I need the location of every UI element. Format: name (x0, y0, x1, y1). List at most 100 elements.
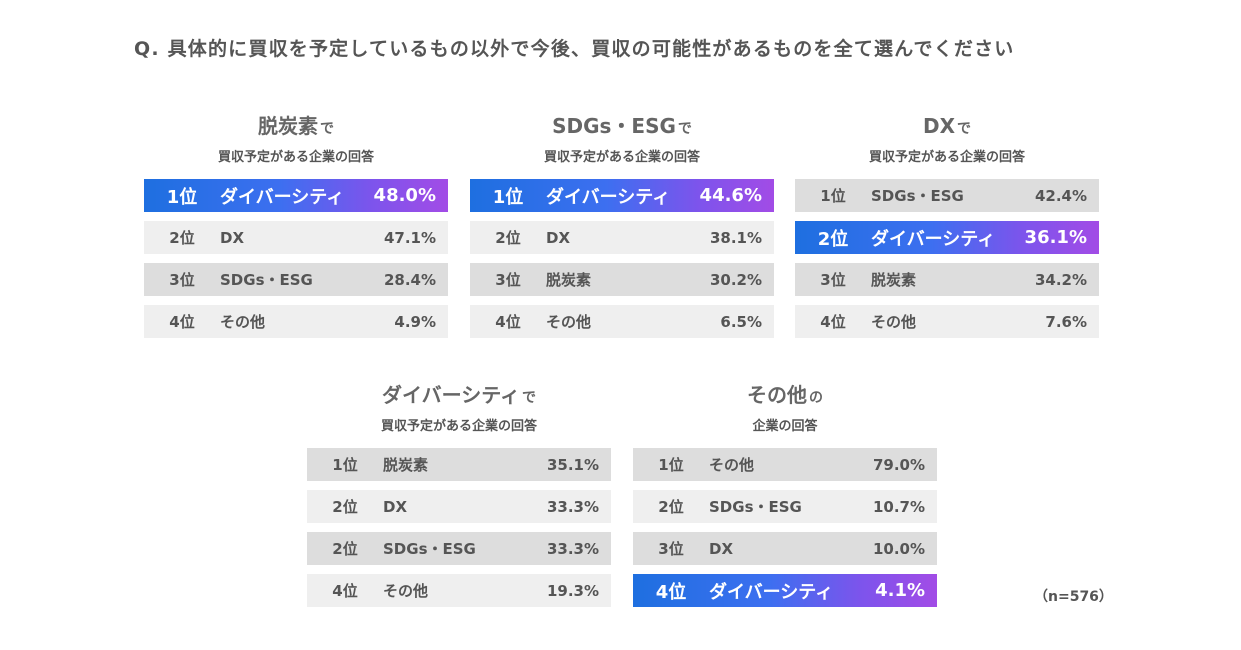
percentage-value: 38.1% (709, 228, 762, 247)
panel-header: 脱炭素で買収予定がある企業の回答 (144, 113, 448, 179)
item-label: ダイバーシティ (220, 186, 345, 208)
panel-title: その他 (747, 383, 807, 407)
rank-label: 1位 (820, 187, 846, 205)
ranking-row: 2位 DX 47.1% (144, 221, 448, 254)
item-label: SDGs・ESG (871, 187, 964, 205)
ranking-panel: その他の企業の回答 1位 その他 79.0% 2位 SDGs・ESG 10.7% 3位 DX 10… (633, 382, 937, 616)
item-label: その他 (383, 582, 429, 600)
panel-title-suffix: で (677, 121, 692, 137)
percentage-value: 10.7% (872, 497, 925, 516)
ranking-row: 4位 その他 7.6% (795, 305, 1099, 338)
ranking-row: 4位 その他 4.9% (144, 305, 448, 338)
panel-title: ダイバーシティ (382, 383, 520, 407)
panel-subtitle: 買収予定がある企業の回答 (868, 150, 1025, 165)
question-title: Q. 具体的に買収を予定しているもの以外で今後、買収の可能性があるものを全て選ん… (134, 38, 1015, 60)
item-label: 脱炭素 (871, 271, 917, 289)
panel-subtitle: 買収予定がある企業の回答 (543, 150, 700, 165)
rank-label: 2位 (332, 498, 358, 516)
panel-title-line: SDGs・ESG で (470, 113, 774, 142)
percentage-value: 10.0% (872, 539, 925, 558)
percentage-value: 19.3% (546, 581, 599, 600)
panel-subtitle: 買収予定がある企業の回答 (380, 419, 537, 434)
rank-label: 4位 (495, 313, 521, 331)
rank-label: 2位 (332, 540, 358, 558)
item-label: DX (220, 228, 245, 247)
percentage-value: 36.1% (1024, 227, 1087, 248)
rank-label: 2位 (169, 229, 195, 247)
percentage-value: 79.0% (872, 455, 925, 474)
ranking-row: 1位 その他 79.0% (633, 448, 937, 481)
ranking-panel: ダイバーシティで買収予定がある企業の回答 1位 脱炭素 35.1% 2位 DX 33.3% 2… (307, 382, 611, 616)
rank-label: 1位 (332, 456, 358, 474)
item-label: その他 (546, 313, 592, 331)
ranking-row: 3位 SDGs・ESG 28.4% (144, 263, 448, 296)
panel-title: SDGs・ESG (552, 114, 676, 138)
percentage-value: 7.6% (1045, 312, 1087, 331)
rank-label: 3位 (495, 271, 521, 289)
item-label: ダイバーシティ (871, 228, 996, 250)
item-label: その他 (709, 456, 755, 474)
percentage-value: 6.5% (720, 312, 762, 331)
percentage-value: 4.9% (394, 312, 436, 331)
item-label: ダイバーシティ (546, 186, 671, 208)
ranking-row-highlighted: 2位 ダイバーシティ 36.1% (795, 221, 1099, 254)
panel-title-suffix: で (320, 121, 334, 137)
panel-subtitle: 企業の回答 (752, 419, 818, 434)
panel-subtitle: 買収予定がある企業の回答 (217, 150, 374, 165)
ranking-row: 2位 SDGs・ESG 33.3% (307, 532, 611, 565)
ranking-row-highlighted: 4位 ダイバーシティ 4.1% (633, 574, 937, 607)
rank-label: 3位 (169, 271, 195, 289)
percentage-value: 33.3% (546, 497, 599, 516)
rank-label: 3位 (820, 271, 846, 289)
percentage-value: 47.1% (383, 228, 436, 247)
ranking-row: 2位 SDGs・ESG 10.7% (633, 490, 937, 523)
percentage-value: 33.3% (546, 539, 599, 558)
percentage-value: 42.4% (1034, 186, 1087, 205)
item-label: SDGs・ESG (220, 271, 313, 289)
panel-title-suffix: で (957, 121, 972, 137)
panel-title-line: DX で (795, 113, 1099, 142)
panel-title: 脱炭素 (258, 114, 318, 138)
ranking-row-highlighted: 1位 ダイバーシティ 44.6% (470, 179, 774, 212)
panel-title-line: その他の (633, 382, 937, 411)
percentage-value: 34.2% (1034, 270, 1087, 289)
item-label: 脱炭素 (383, 456, 429, 474)
ranking-row-highlighted: 1位 ダイバーシティ 48.0% (144, 179, 448, 212)
percentage-value: 4.1% (875, 580, 925, 601)
ranking-panel: SDGs・ESG で買収予定がある企業の回答 1位 ダイバーシティ 44.6% 2位 DX 3… (470, 113, 774, 347)
rank-label: 4位 (820, 313, 846, 331)
rank-label: 2位 (817, 228, 849, 250)
rank-label: 1位 (658, 456, 684, 474)
item-label: SDGs・ESG (709, 498, 802, 516)
panel-title-line: 脱炭素で (144, 113, 448, 142)
percentage-value: 44.6% (699, 185, 762, 206)
ranking-row: 2位 DX 33.3% (307, 490, 611, 523)
ranking-row: 1位 SDGs・ESG 42.4% (795, 179, 1099, 212)
item-label: SDGs・ESG (383, 540, 476, 558)
item-label: DX (709, 539, 734, 558)
ranking-row: 3位 脱炭素 30.2% (470, 263, 774, 296)
panel-header: SDGs・ESG で買収予定がある企業の回答 (470, 113, 774, 179)
rank-label: 2位 (658, 498, 684, 516)
ranking-row: 3位 DX 10.0% (633, 532, 937, 565)
item-label: ダイバーシティ (709, 581, 834, 603)
panel-title: DX (922, 114, 956, 138)
panel-title-suffix: で (522, 390, 536, 406)
ranking-row: 1位 脱炭素 35.1% (307, 448, 611, 481)
ranking-row: 2位 DX 38.1% (470, 221, 774, 254)
sample-size-note: （n=576） (1034, 589, 1113, 605)
rank-label: 4位 (655, 581, 687, 603)
panel-header: ダイバーシティで買収予定がある企業の回答 (307, 382, 611, 448)
rank-label: 4位 (169, 313, 195, 331)
ranking-panel: 脱炭素で買収予定がある企業の回答 1位 ダイバーシティ 48.0% 2位 DX 47.1% 3… (144, 113, 448, 347)
percentage-value: 48.0% (373, 185, 436, 206)
panel-title-suffix: の (809, 390, 823, 406)
rank-label: 3位 (658, 540, 684, 558)
percentage-value: 30.2% (709, 270, 762, 289)
item-label: その他 (871, 313, 917, 331)
ranking-panel: DX で買収予定がある企業の回答 1位 SDGs・ESG 42.4% 2位 ダイバーシティ 3… (795, 113, 1099, 347)
ranking-row: 4位 その他 6.5% (470, 305, 774, 338)
rank-label: 4位 (332, 582, 358, 600)
rank-label: 2位 (495, 229, 521, 247)
panel-title-line: ダイバーシティで (307, 382, 611, 411)
